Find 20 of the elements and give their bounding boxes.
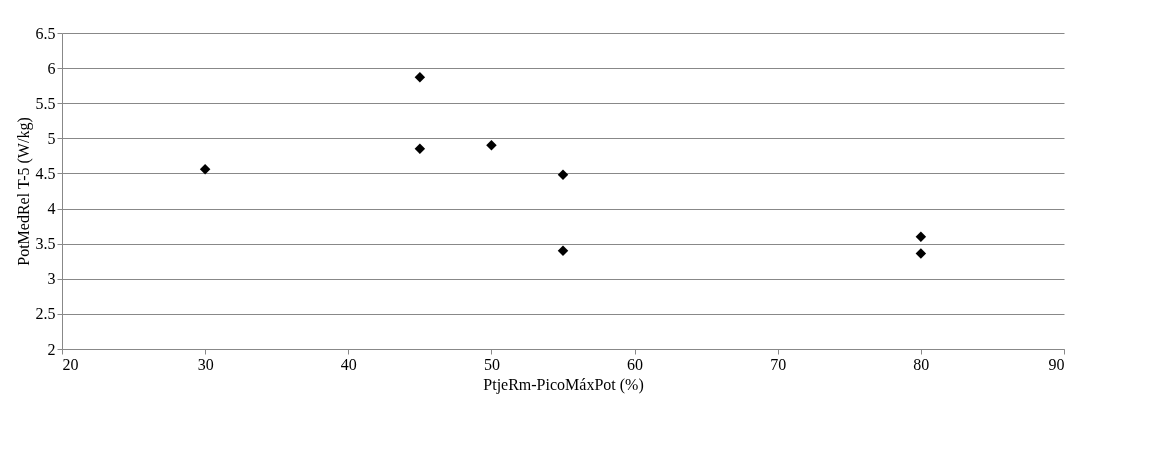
y-tick-label: 4 (47, 200, 56, 218)
y-tick-label: 4.5 (35, 164, 56, 182)
x-tick-label: 80 (913, 355, 930, 373)
x-tick-label: 30 (197, 355, 214, 373)
x-tick-label: 20 (62, 355, 79, 373)
x-tick-label: 50 (483, 355, 500, 373)
y-tick-label: 5.5 (35, 94, 56, 112)
x-tick-label: 60 (627, 355, 644, 373)
y-tick-label: 2.5 (35, 305, 56, 323)
y-axis-title: PotMedRel T-5 (W/kg) (14, 117, 33, 266)
x-tick-label: 90 (1048, 355, 1065, 373)
y-tick-label: 3.5 (35, 235, 56, 253)
x-tick-label: 40 (340, 355, 357, 373)
y-tick-label: 3 (47, 270, 56, 288)
y-tick-label: 6.5 (35, 24, 56, 42)
y-tick-label: 5 (47, 129, 56, 147)
x-axis-title: PtjeRm-PicoMáxPot (%) (483, 375, 644, 394)
y-tick-label: 2 (47, 340, 56, 358)
x-tick-label: 70 (770, 355, 787, 373)
y-tick-label: 6 (47, 59, 56, 77)
